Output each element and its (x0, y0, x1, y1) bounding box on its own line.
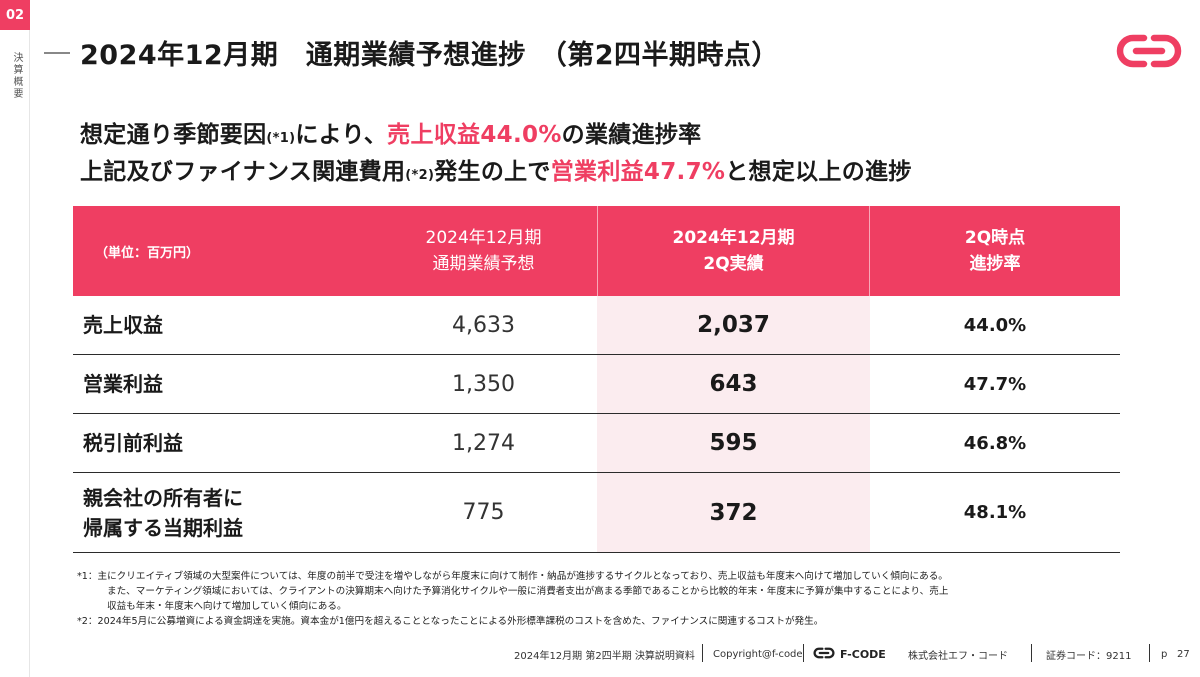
progress-value: 46.8% (963, 432, 1027, 454)
unit-label: （単位：百万円） (95, 245, 200, 261)
actual-value: 643 (709, 371, 758, 397)
forecast-value: 4,633 (452, 312, 515, 338)
footer-copyright: Copyright@f-code (713, 648, 803, 660)
footer-stock-code: 証券コード：9211 (1046, 650, 1132, 662)
headline-text: と想定以上の進捗 (725, 159, 912, 185)
footnote-1-cont: 収益も年末・年度末へ向けて増加していく傾向にある。 (107, 601, 347, 612)
progress-value: 48.1% (963, 502, 1027, 523)
table-row: 営業利益 1,350 643 47.7% (73, 355, 1120, 414)
footer-doc-title: 2024年12月期 第2四半期 決算説明資料 (514, 650, 695, 662)
progress-value: 44.0% (963, 314, 1027, 336)
footer-page-number: 27 (1177, 648, 1190, 660)
headline-accent: 売上収益44.0% (387, 122, 562, 148)
headline-text: により、 (295, 122, 388, 148)
section-rail: 02 決算概要 (0, 0, 30, 677)
note-ref: (*1) (266, 131, 296, 146)
forecast-value: 1,274 (452, 430, 515, 456)
actual-value: 595 (709, 430, 758, 456)
highlight-column (597, 296, 870, 552)
table-header: （単位：百万円） 2024年12月期 通期業績予想 2024年12月期 2Q実績… (73, 206, 1120, 296)
forecast-value: 1,350 (452, 371, 515, 397)
footer-separator (1149, 644, 1150, 662)
fcode-logo-icon (1116, 34, 1182, 68)
progress-value: 47.7% (963, 373, 1027, 395)
header-line: 2Q実績 (703, 254, 764, 274)
section-label: 決算概要 (11, 52, 22, 100)
headline-text: 想定通り季節要因 (80, 122, 267, 148)
actual-value: 2,037 (697, 312, 770, 338)
footer-separator (803, 644, 804, 662)
headline-accent: 営業利益47.7% (550, 159, 726, 185)
headline-line-2: 上記及びファイナンス関連費用(*2)発生の上で営業利益47.7%と想定以上の進捗 (80, 152, 1180, 186)
footer-separator (702, 644, 703, 662)
fcode-logo-icon (813, 647, 835, 659)
header-actual: 2024年12月期 2Q実績 (597, 206, 870, 296)
footer-page-label: p (1161, 648, 1168, 660)
header-forecast: 2024年12月期 通期業績予想 (370, 206, 597, 296)
progress-table: （単位：百万円） 2024年12月期 通期業績予想 2024年12月期 2Q実績… (73, 206, 1120, 553)
row-label: 営業利益 (83, 372, 163, 396)
table-row: 税引前利益 1,274 595 46.8% (73, 414, 1120, 473)
footnote-1: *1：主にクリエイティブ領域の大型案件については、年度の前半で受注を増やしながら… (77, 571, 948, 582)
row-label: 税引前利益 (83, 431, 183, 455)
footer-brand: F-CODE (840, 647, 886, 661)
table-row: 売上収益 4,633 2,037 44.0% (73, 296, 1120, 355)
footnote-1-cont: また、マーケティング領域においては、クライアントの決算期末へ向けた予算消化サイク… (107, 586, 949, 597)
headline-line-1: 想定通り季節要因(*1)により、売上収益44.0%の業績進捗率 (80, 115, 1180, 149)
table-row: 親会社の所有者に 帰属する当期利益 775 372 48.1% (73, 473, 1120, 553)
note-ref: (*2) (405, 168, 435, 183)
footnote-2: *2：2024年5月に公募増資による資金調達を実施。資本金が1億円を超えることと… (77, 616, 824, 627)
footer-company: 株式会社エフ・コード (908, 650, 1008, 662)
headline-text: 発生の上で (434, 159, 551, 185)
page-title: 2024年12月期 通期業績予想進捗 （第2四半期時点） (80, 40, 780, 71)
row-label: 親会社の所有者に 帰属する当期利益 (83, 473, 370, 552)
row-label-line: 親会社の所有者に (83, 485, 243, 510)
header-progress: 2Q時点 進捗率 (870, 206, 1120, 296)
header-line: 通期業績予想 (432, 254, 535, 274)
row-label: 売上収益 (83, 313, 163, 337)
header-line: 2024年12月期 (425, 228, 542, 248)
headline-text: の業績進捗率 (561, 122, 702, 148)
header-line: 進捗率 (969, 254, 1021, 274)
footer-separator (1031, 644, 1032, 662)
header-line: 2024年12月期 (672, 228, 795, 248)
row-label-line: 帰属する当期利益 (83, 515, 243, 540)
title-rule (44, 52, 70, 54)
header-line: 2Q時点 (964, 228, 1026, 248)
footnotes: *1：主にクリエイティブ領域の大型案件については、年度の前半で受注を増やしながら… (77, 569, 1167, 629)
section-number: 02 (0, 0, 30, 30)
forecast-value: 775 (462, 500, 505, 525)
actual-value: 372 (709, 499, 758, 526)
headline-text: 上記及びファイナンス関連費用 (80, 159, 406, 185)
